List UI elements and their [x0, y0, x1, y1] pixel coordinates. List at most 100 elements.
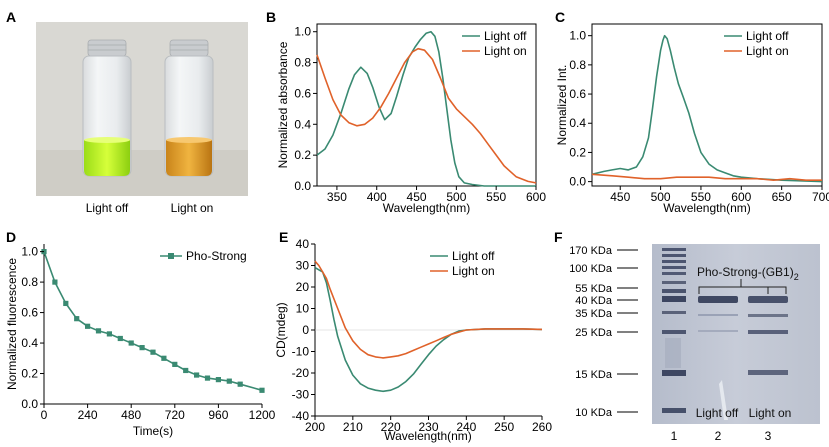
legend-label-light-on: Light on	[746, 44, 789, 58]
lane-number-2: 2	[715, 429, 722, 443]
x-tick-label: 230	[418, 420, 438, 434]
vial-label-light-off: Light off	[86, 201, 129, 215]
panel-letter: A	[6, 9, 16, 25]
panel-letter: F	[554, 229, 563, 245]
x-tick-label: 550	[486, 190, 506, 204]
y-tick-label: 0.4	[569, 116, 586, 130]
y-tick-label: 0.8	[569, 58, 586, 72]
y-tick-label: -40	[292, 409, 310, 423]
x-tick-label: 650	[772, 190, 792, 204]
x-tick-label: 250	[494, 420, 514, 434]
legend-label-light-on: Light on	[452, 264, 495, 278]
x-tick-label: 0	[41, 408, 48, 422]
y-tick-label: 0.4	[21, 336, 38, 350]
marker-10: 10 KDa	[575, 407, 613, 419]
marker-100: 100 KDa	[569, 263, 613, 275]
data-point	[259, 387, 265, 393]
lane-light-off	[698, 296, 738, 420]
data-point	[194, 372, 200, 378]
x-tick-label: 700	[812, 190, 829, 204]
y-tick-label: 0.6	[294, 86, 311, 100]
series-line-light-off	[591, 34, 823, 183]
y-tick-label: 0	[302, 323, 309, 337]
vial-label-light-on: Light on	[171, 201, 214, 215]
data-point	[85, 323, 91, 329]
lane-number-3: 3	[765, 429, 772, 443]
legend-label-light-off: Light off	[484, 29, 527, 43]
marker-25: 25 KDa	[575, 327, 613, 339]
x-tick-label: 480	[121, 408, 141, 422]
marker-55: 55 KDa	[575, 283, 613, 295]
marker-40: 40 KDa	[575, 295, 613, 307]
series-line-light-on	[316, 47, 537, 184]
y-tick-label: 0.8	[21, 275, 38, 289]
x-tick-label: 960	[208, 408, 228, 422]
x-tick-label: 450	[610, 190, 630, 204]
marker-labels: 170 KDa 100 KDa 55 KDa 40 KDa 35 KDa 25 …	[569, 245, 638, 419]
data-point	[150, 349, 156, 355]
data-point	[161, 355, 167, 361]
y-tick-label: 0.6	[569, 87, 586, 101]
y-tick-label: 1.0	[569, 29, 586, 43]
x-axis-label: Wavelength(nm)	[663, 201, 751, 215]
panel-letter: E	[279, 229, 288, 245]
panel-letter: C	[555, 9, 565, 25]
x-axis-label: Wavelength(nm)	[384, 429, 472, 443]
legend-label-light-on: Light on	[484, 44, 527, 58]
panel-a: A Light off Light on	[6, 9, 248, 215]
protein-bracket	[698, 286, 787, 294]
y-tick-label: 1.0	[21, 245, 38, 259]
y-axis-label: Normalized absorbance	[276, 41, 290, 168]
lane-label-light-on: Light on	[749, 406, 792, 420]
marker-170: 170 KDa	[569, 245, 613, 257]
ladder-lane	[662, 248, 686, 413]
data-point	[183, 367, 189, 374]
y-tick-label: 0.2	[569, 145, 586, 159]
data-point	[237, 381, 243, 387]
x-tick-label: 500	[651, 190, 671, 204]
data-point	[139, 345, 145, 351]
y-tick-label: 0.0	[294, 179, 311, 193]
series-line-light-off	[316, 30, 536, 187]
y-tick-label: -10	[292, 345, 310, 359]
x-tick-label: 720	[165, 408, 185, 422]
y-tick-label: 0.8	[294, 56, 311, 70]
data-point	[117, 335, 123, 342]
data-point	[63, 300, 69, 307]
y-tick-label: 30	[296, 259, 310, 273]
y-tick-label: 10	[296, 302, 310, 316]
data-point	[172, 361, 178, 367]
protein-label: Pho-Strong-(GB1)2	[697, 265, 799, 282]
y-axis-label: Normalized fluorescence	[5, 258, 19, 390]
lane-number-1: 1	[671, 429, 678, 443]
x-tick-label: 260	[532, 420, 552, 434]
x-tick-label: 200	[305, 420, 325, 434]
y-tick-label: 0.0	[21, 397, 38, 411]
y-tick-label: 0.2	[21, 367, 38, 381]
y-tick-label: 0.0	[569, 175, 586, 189]
data-point	[74, 316, 80, 322]
panel-b: B 350 400 450 500 550 600 0.0 0.2 0.4 0.6 0.8 1.0 W…	[266, 9, 546, 215]
panel-e: E 200 210 220 230 240 250 260 -40 -30 -20 -10 0 10 20…	[274, 229, 552, 443]
x-tick-label: 350	[327, 190, 347, 204]
y-tick-label: 20	[296, 280, 310, 294]
y-tick-label: -20	[292, 366, 310, 380]
data-point	[52, 279, 58, 285]
x-tick-label: 240	[456, 420, 476, 434]
y-tick-label: 0.2	[294, 148, 311, 162]
data-point	[215, 377, 221, 383]
data-point	[204, 375, 211, 381]
y-tick-label: 40	[296, 237, 310, 251]
x-tick-label: 500	[446, 190, 466, 204]
legend-label-pho-strong: Pho-Strong	[186, 249, 247, 263]
y-tick-label: 0.6	[21, 306, 38, 320]
x-tick-label: 550	[691, 190, 711, 204]
panel-c: C 450 500 550 600 650 700 0.0 0.2 0.4 0.6 0.8 1.0 W…	[555, 9, 829, 215]
plot-frame	[591, 23, 823, 187]
legend-label-light-off: Light off	[452, 249, 495, 263]
y-tick-label: -30	[292, 388, 310, 402]
legend-label-light-off: Light off	[746, 29, 789, 43]
y-axis-label: Normalized Int.	[555, 65, 569, 146]
series-line-light-on	[314, 260, 543, 359]
